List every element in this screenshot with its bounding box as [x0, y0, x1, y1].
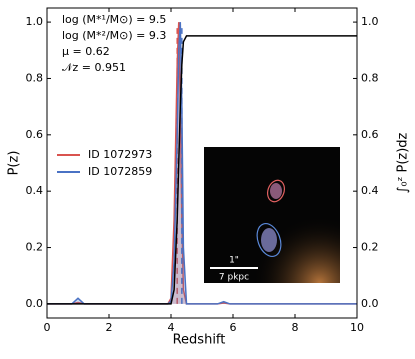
y-axis-label: P(z) — [7, 151, 22, 176]
y2-tick-label: 0.8 — [361, 71, 379, 84]
x-tick-label: 8 — [292, 321, 299, 334]
cumulative-line — [47, 35, 357, 305]
y2-tick-label: 0.4 — [361, 184, 379, 197]
y-tick-label: 1.0 — [26, 15, 44, 28]
plot-frame — [46, 7, 358, 319]
y-tick-label: 0.2 — [26, 241, 44, 254]
y-tick-label: 0.4 — [26, 184, 44, 197]
series-line — [47, 22, 357, 305]
aperture — [266, 179, 286, 203]
y2-tick-label: 0.2 — [361, 241, 379, 254]
annotation: 𝒩z = 0.951 — [62, 61, 126, 74]
x-tick-label: 10 — [350, 321, 364, 334]
y-tick-label: 0.6 — [26, 128, 44, 141]
x-tick-label: 6 — [230, 321, 237, 334]
x-axis-label: Redshift — [173, 333, 226, 348]
galaxy — [261, 228, 277, 252]
y2-axis-label: ∫₀ᶻ P(z)dz — [396, 132, 411, 193]
scale-label: 7 pkpc — [219, 273, 249, 283]
annotation: μ = 0.62 — [62, 45, 110, 58]
galaxy — [270, 183, 282, 199]
plot: 0 2 4 6 8 10 0.0 0.2 0.4 0.6 0.8 1.0 0.0 0.2 0.4 0.6 0.8… — [26, 7, 379, 334]
x-tick-label: 4 — [168, 321, 175, 334]
y-tick-label: 0.0 — [26, 297, 44, 310]
y2-tick-label: 1.0 — [361, 15, 379, 28]
annotation: log (M*²/M⊙) = 9.3 — [62, 29, 166, 42]
aperture — [256, 222, 282, 258]
inset-glow — [204, 147, 340, 283]
scale-label: 1" — [229, 256, 239, 266]
y2-tick-label: 0.0 — [361, 297, 379, 310]
annotation: log (M*¹/M⊙) = 9.5 — [62, 13, 166, 26]
legend-label: ID 1072973 — [88, 148, 152, 161]
y-tick-label: 0.8 — [26, 71, 44, 84]
x-tick-label: 0 — [44, 321, 51, 334]
legend-label: ID 1072859 — [88, 165, 152, 178]
inset-image: 1" 7 pkpc — [204, 147, 340, 283]
y2-tick-label: 0.6 — [361, 128, 379, 141]
x-tick-label: 2 — [106, 321, 113, 334]
